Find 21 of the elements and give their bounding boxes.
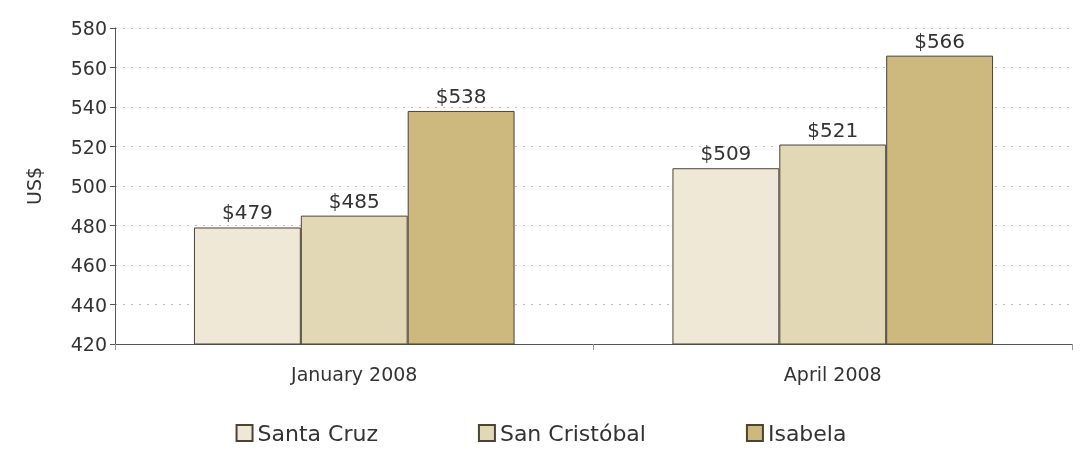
data-label: $509 (700, 141, 752, 166)
data-label: $538 (435, 83, 487, 108)
y-tick-label: 460 (70, 254, 107, 276)
y-tick-label: 440 (70, 293, 107, 316)
y-tick-label: 540 (70, 96, 107, 118)
legend-label: San Cristóbal (499, 420, 646, 446)
x-tick-label: April 2008 (783, 362, 882, 385)
y-tick-label: 520 (70, 135, 107, 158)
legend-label: Santa Cruz (257, 420, 378, 446)
data-label: $485 (328, 188, 380, 213)
legend-label: Isabela (767, 420, 847, 446)
data-label: $521 (807, 117, 859, 142)
x-tick-label: January 2008 (290, 362, 418, 385)
y-axis-title: US$ (22, 166, 45, 206)
y-tick-label: 420 (70, 333, 107, 355)
y-tick-label: 560 (70, 56, 107, 79)
y-tick-label: 500 (70, 175, 107, 197)
data-label: $566 (914, 28, 966, 53)
y-tick-label: 580 (70, 17, 107, 39)
data-label: $479 (221, 200, 273, 225)
y-tick-label: 480 (70, 214, 107, 237)
